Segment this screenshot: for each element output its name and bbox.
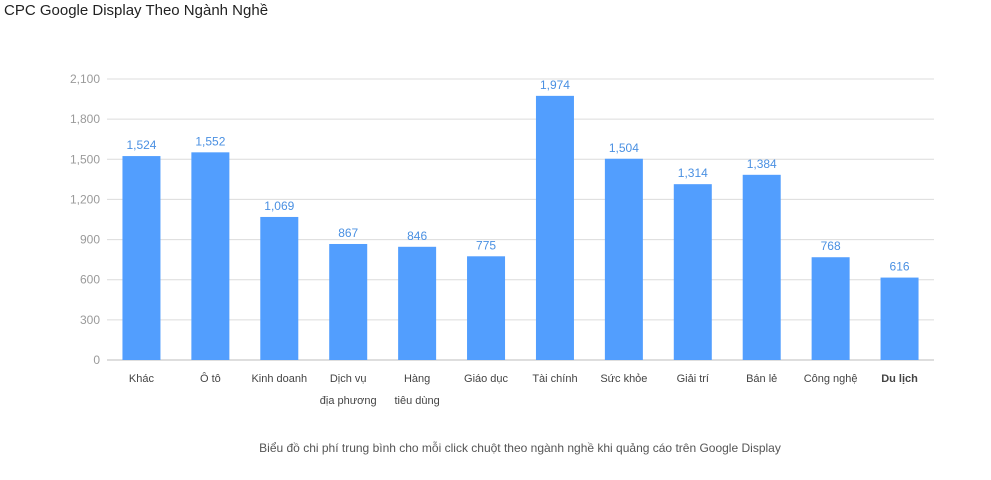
x-tick-label: Tài chính <box>532 373 577 385</box>
data-label-11: 616 <box>890 260 910 274</box>
bar-6 <box>535 95 574 361</box>
x-tick-label: Ô tô <box>200 372 221 385</box>
chart-caption: Biểu đồ chi phí trung bình cho mỗi click… <box>259 441 781 455</box>
data-label-5: 775 <box>476 238 496 252</box>
x-tick-label: Kinh doanh <box>251 373 307 385</box>
y-tick-label: 1,200 <box>70 192 100 206</box>
y-tick-label: 900 <box>80 233 100 247</box>
data-label-10: 768 <box>821 239 841 253</box>
data-label-1: 1,552 <box>195 134 225 148</box>
bar-5 <box>467 256 506 360</box>
x-tick-label: tiêu dùng <box>394 395 439 407</box>
bars <box>122 95 919 361</box>
data-label-4: 846 <box>407 229 427 243</box>
x-tick-label: Bán lẻ <box>746 373 777 385</box>
bar-1 <box>191 152 230 360</box>
x-tick-label: Hàng <box>404 373 430 385</box>
data-label-3: 867 <box>338 226 358 240</box>
data-label-9: 1,384 <box>747 157 777 171</box>
x-tick-label: địa phương <box>320 395 377 407</box>
bar-4 <box>398 246 437 360</box>
bar-3 <box>329 243 368 360</box>
y-tick-label: 300 <box>80 313 100 327</box>
y-tick-label: 2,100 <box>70 72 100 86</box>
gridlines <box>107 78 934 361</box>
chart-title: CPC Google Display Theo Ngành Nghề <box>4 2 269 19</box>
x-tick-label: Công nghệ <box>804 373 858 385</box>
data-label-6: 1,974 <box>540 78 570 92</box>
x-tick-label: Khác <box>129 373 155 385</box>
x-tick-label: Dịch vụ <box>330 373 367 385</box>
data-labels: 1,524 1,552 1,069 867 846 775 1,974 1,504 1,314 1… <box>126 78 909 274</box>
y-axis-ticks: 0 300 600 900 1,200 1,500 1,800 2,100 <box>70 72 100 367</box>
x-tick-label: Giáo dục <box>464 373 509 385</box>
x-tick-label: Sức khỏe <box>600 373 647 385</box>
x-tick-label: Du lịch <box>881 373 918 385</box>
bar-8 <box>673 184 712 360</box>
y-tick-label: 1,500 <box>70 152 100 166</box>
bar-2 <box>260 216 299 360</box>
x-axis-ticks: Khác Ô tô Kinh doanh Dịch vụ địa phương Hàng t… <box>129 372 918 407</box>
bar-10 <box>811 257 850 360</box>
x-tick-label: Giải trí <box>677 373 709 385</box>
y-tick-label: 0 <box>93 353 100 367</box>
bar-7 <box>604 158 643 360</box>
y-tick-label: 600 <box>80 273 100 287</box>
data-label-2: 1,069 <box>264 199 294 213</box>
data-label-8: 1,314 <box>678 166 708 180</box>
data-label-7: 1,504 <box>609 141 639 155</box>
data-label-0: 1,524 <box>126 138 156 152</box>
y-tick-label: 1,800 <box>70 112 100 126</box>
bar-11 <box>880 277 919 360</box>
bar-0 <box>122 156 161 360</box>
bar-9 <box>742 174 781 360</box>
